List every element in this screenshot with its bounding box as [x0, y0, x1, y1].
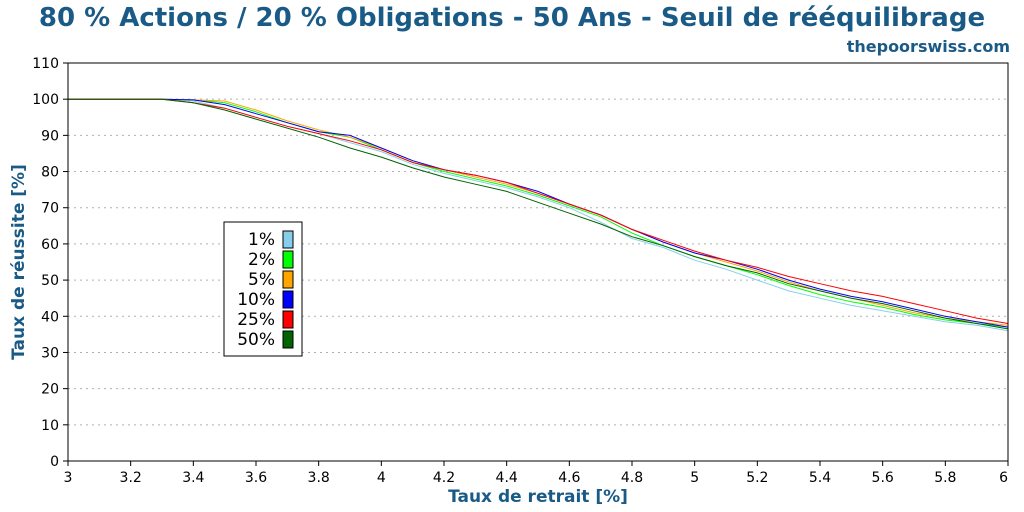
x-tick-label: 3.2: [120, 470, 142, 486]
series-line-5pct: [68, 98, 1009, 326]
x-tick-label: 5.2: [746, 470, 768, 486]
legend-label: 10%: [237, 290, 275, 310]
legend: 1%2%5%10%25%50%: [223, 221, 303, 357]
legend-label: 25%: [237, 310, 275, 330]
series-line-1pct: [68, 98, 1009, 332]
series-line-2pct: [68, 98, 1009, 328]
series-line-50pct: [68, 98, 1009, 330]
legend-label: 5%: [248, 270, 275, 290]
x-tick-label: 3: [64, 470, 73, 486]
legend-label: 1%: [248, 230, 275, 250]
x-tick-label: 6: [999, 470, 1008, 486]
x-tick-label: 4.8: [621, 470, 643, 486]
y-tick-label: 30: [41, 345, 59, 361]
x-tick-label: 4.4: [496, 470, 518, 486]
series-line-10pct: [68, 98, 1009, 328]
x-axis-label: Taux de retrait [%]: [448, 487, 628, 507]
legend-swatch: [282, 230, 294, 249]
x-tick-label: 4.2: [433, 470, 455, 486]
legend-swatch: [282, 290, 294, 309]
legend-swatch: [282, 310, 294, 329]
x-tick-label: 3.4: [182, 470, 204, 486]
x-tick-label: 5.4: [809, 470, 831, 486]
y-tick-label: 100: [32, 92, 59, 108]
grid: [68, 98, 1008, 426]
x-tick-label: 5: [690, 470, 699, 486]
series-line-25pct: [68, 98, 1009, 324]
y-tick-label: 80: [41, 165, 59, 181]
x-tick-label: 5.8: [934, 470, 956, 486]
y-tick-label: 50: [41, 273, 59, 289]
y-tick-label: 90: [41, 128, 59, 144]
x-axis: 3 3.2 3.4 3.6 3.8 4 4.2 4.4 4.6 4.8 5 5.2 5.4 5.6 5.8 6: [64, 461, 1009, 486]
y-tick-label: 0: [50, 454, 59, 470]
legend-label: 2%: [248, 250, 275, 270]
y-tick-label: 110: [32, 56, 59, 72]
x-tick-label: 5.6: [872, 470, 894, 486]
legend-swatch: [282, 250, 294, 269]
y-tick-label: 60: [41, 237, 59, 253]
y-tick-label: 10: [41, 418, 59, 434]
x-tick-label: 4: [377, 470, 386, 486]
x-tick-label: 3.8: [308, 470, 330, 486]
y-axis-label: Taux de réussite [%]: [9, 164, 29, 360]
y-tick-label: 20: [41, 382, 59, 398]
legend-label: 50%: [237, 330, 275, 350]
series-lines: [68, 98, 1009, 332]
y-tick-label: 40: [41, 309, 59, 325]
site-label: thepoorswiss.com: [847, 37, 1010, 56]
x-tick-label: 4.6: [558, 470, 580, 486]
y-tick-label: 70: [41, 201, 59, 217]
legend-swatch: [282, 270, 294, 289]
x-tick-label: 3.6: [245, 470, 267, 486]
legend-swatch: [282, 330, 294, 349]
plot-frame: [67, 62, 1009, 462]
y-axis: 0 10 20 30 40 50 60 70 80 90 100 110: [32, 56, 68, 470]
chart-title: 80 % Actions / 20 % Obligations - 50 Ans…: [39, 3, 985, 33]
